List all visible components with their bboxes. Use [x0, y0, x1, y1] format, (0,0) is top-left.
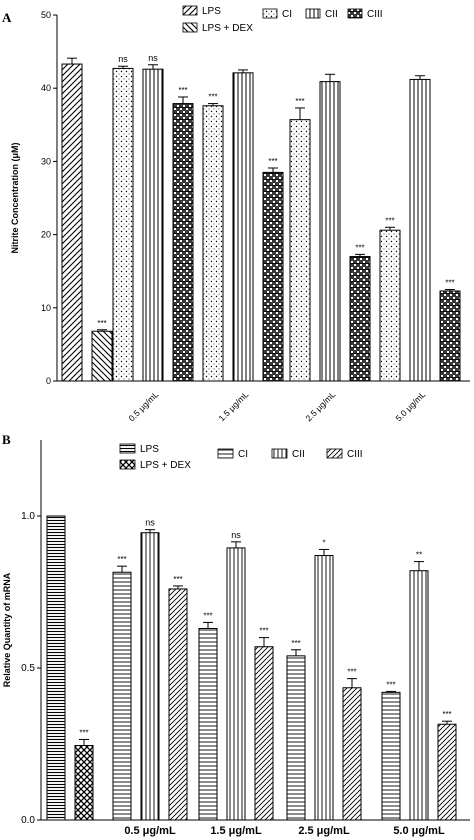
significance-label: ***	[79, 728, 88, 737]
bar	[168, 588, 188, 821]
x-category-label: 1.5 μg/mL	[216, 389, 250, 423]
bar	[172, 103, 194, 382]
bar	[232, 72, 254, 382]
bar	[381, 691, 401, 821]
significance-label: ***	[291, 639, 300, 648]
bar	[254, 646, 274, 821]
x-category-label: 5.0 μg/mL	[393, 389, 427, 423]
y-tick-label: 0.5	[21, 663, 35, 674]
legend-swatch	[119, 443, 136, 454]
y-tick-label: 0.0	[21, 815, 35, 826]
bar	[198, 627, 218, 821]
legend-label: CIII	[347, 449, 363, 460]
bar	[409, 570, 429, 821]
bar	[226, 547, 246, 821]
significance-label: ns	[145, 518, 155, 528]
bar	[262, 171, 284, 382]
panel-a-chart: 0 10 20 30 40 50 Nitrite Concentration (μM) ***…	[10, 5, 470, 423]
x-category-label: 2.5 μg/mL	[303, 389, 337, 423]
x-category-label: 2.5 μg/mL	[298, 825, 350, 837]
bar	[319, 81, 341, 382]
bar	[439, 290, 461, 382]
bar	[61, 63, 83, 382]
significance-label: ***	[117, 555, 126, 564]
bar	[74, 745, 94, 821]
significance-label: ***	[173, 575, 182, 584]
significance-label: ***	[445, 279, 454, 288]
significance-label: ***	[178, 86, 187, 95]
bar	[342, 687, 362, 821]
bar	[379, 229, 401, 382]
significance-label: ***	[259, 627, 268, 636]
significance-label: ***	[208, 93, 217, 102]
legend-swatch	[326, 448, 343, 459]
significance-label: ns	[118, 54, 128, 64]
legend-swatch	[305, 8, 321, 19]
significance-label: ***	[355, 243, 364, 252]
bar	[112, 67, 134, 382]
bar	[142, 68, 164, 382]
legend-swatch	[182, 5, 198, 16]
bar	[286, 655, 306, 821]
y-tick-label: 30	[41, 156, 51, 166]
legend-label: CI	[238, 449, 248, 460]
x-category-label: 0.5 μg/mL	[126, 389, 160, 423]
significance-label: ***	[295, 97, 304, 106]
legend-swatch	[217, 448, 234, 459]
x-category-label: 0.5 μg/mL	[124, 825, 176, 837]
bar	[202, 105, 224, 382]
bar	[409, 78, 431, 382]
legend-label: CII	[292, 449, 305, 460]
panel-a-letter: A	[2, 10, 12, 25]
legend-swatch	[119, 459, 136, 470]
legend-label: LPS + DEX	[140, 460, 191, 471]
y-tick-label: 10	[41, 303, 51, 313]
legend-label: CIII	[367, 9, 383, 20]
y-tick-label: 0	[46, 376, 51, 386]
bar	[437, 723, 457, 821]
legend-swatch	[182, 22, 198, 33]
significance-label: ***	[385, 216, 394, 225]
x-category-label: 5.0 μg/mL	[393, 825, 445, 837]
legend-label: LPS	[140, 444, 159, 455]
significance-label: ns	[231, 530, 241, 540]
significance-label: ***	[268, 157, 277, 166]
x-category-label: 1.5 μg/mL	[210, 825, 262, 837]
significance-label: ***	[442, 710, 451, 719]
significance-label: ***	[347, 668, 356, 677]
significance-label: *	[322, 538, 325, 547]
significance-label: ***	[203, 611, 212, 620]
legend-swatch	[262, 8, 278, 19]
bar	[46, 515, 66, 821]
y-axis-title: Nitrite Concentration (μM)	[10, 142, 20, 253]
y-axis-title: Relative Quantity of mRNA	[2, 572, 12, 687]
y-tick-label: 50	[41, 10, 51, 20]
significance-label: ***	[97, 319, 106, 328]
bar	[91, 330, 113, 382]
bar	[349, 256, 371, 382]
significance-label: ***	[386, 680, 395, 689]
legend-swatch	[271, 448, 288, 459]
bar	[112, 571, 132, 821]
significance-label: ns	[148, 53, 158, 63]
y-tick-label: 40	[41, 83, 51, 93]
legend-label: CI	[282, 9, 292, 20]
legend-label: LPS	[202, 6, 221, 17]
bar	[289, 119, 311, 382]
bar	[140, 532, 160, 821]
bar	[314, 555, 334, 821]
legend-label: CII	[325, 9, 338, 20]
legend-label: LPS + DEX	[202, 23, 253, 34]
significance-label: **	[416, 551, 422, 560]
legend-swatch	[347, 8, 363, 19]
panel-b-letter: B	[2, 432, 11, 447]
y-tick-label: 1.0	[21, 511, 35, 522]
y-tick-label: 20	[41, 230, 51, 240]
